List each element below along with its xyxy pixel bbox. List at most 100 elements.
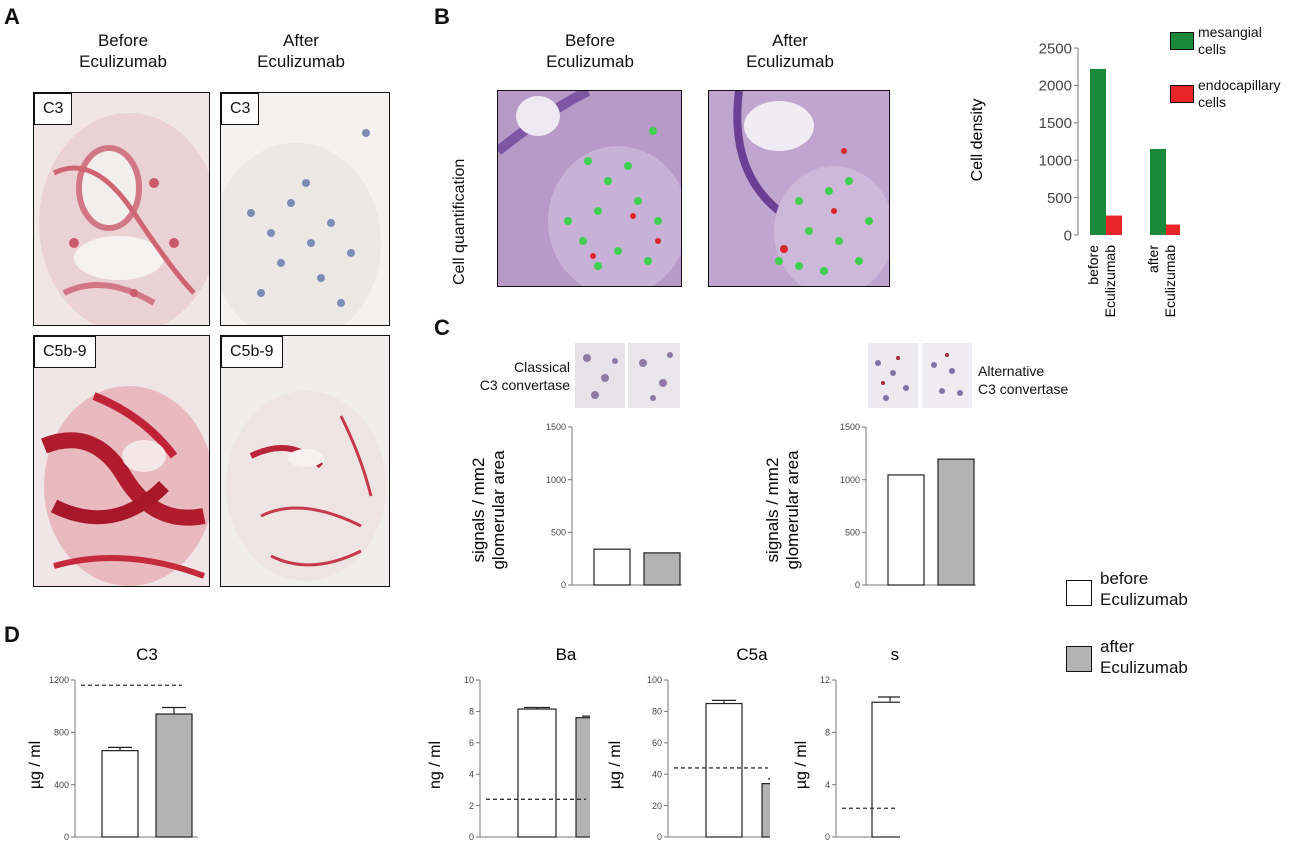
bar-before (887, 474, 925, 586)
chart-title: C3 (136, 645, 158, 664)
bar-mesangial (1090, 68, 1106, 235)
bar-after (937, 458, 975, 586)
bar-before (593, 548, 631, 586)
y-tick-label: 800 (54, 727, 69, 737)
y-tick-label: 80 (652, 707, 662, 717)
y-axis-label: ng / ml (427, 741, 444, 789)
classical-pla-before-image (575, 343, 625, 408)
pas-before-micrograph (497, 90, 682, 287)
y-axis-label-text: µg / ml (793, 741, 810, 789)
bar-before (705, 702, 743, 838)
bar-after (575, 717, 590, 838)
y-axis-label-text: ng / ml (427, 741, 444, 789)
pas-before-image (498, 91, 681, 286)
c3-before-micrograph: C3 (33, 92, 210, 326)
y-tick-label: 0 (561, 580, 566, 590)
chart-b-celldensity: 0 500 1000 1500 2000 2500 beforeEculizumab afte… (969, 40, 1180, 318)
bar-after (643, 552, 681, 586)
y-axis-label-text: signals / mm2glomerular area (469, 450, 508, 570)
y-axis-label: Cell density (969, 99, 986, 182)
classical-pla-after-image (628, 343, 680, 408)
y-tick-label: 40 (652, 769, 662, 779)
y-axis-label: µg / ml (27, 741, 44, 789)
y-axis-label-text: µg / ml (27, 741, 44, 789)
y-tick-label: 1000 (840, 475, 860, 485)
legend-endocapillary-swatch (1170, 85, 1194, 103)
y-tick-label: 0 (855, 580, 860, 590)
y-tick-label: 8 (469, 707, 474, 717)
y-axis-label-text: µg / ml (607, 741, 624, 789)
chart-title: C5a (736, 645, 768, 664)
panel-a-after-caption: After Eculizumab (257, 31, 345, 71)
x-tick-label-text: afterEculizumab (1145, 245, 1178, 318)
c5b9-before-micrograph: C5b-9 (33, 335, 210, 587)
y-tick-label: 1000 (546, 475, 566, 485)
chart-d-sc5b9: 0 4 8 12 sC5b-9 µg / ml (793, 645, 900, 842)
c3-before-tag: C3 (34, 93, 73, 125)
pas-after-image (709, 91, 889, 286)
y-axis-label: signals / mm2glomerular area (763, 450, 802, 570)
chart-d-c5a: 0 20 40 60 80 100 C5a µg / ml (607, 645, 770, 842)
panel-c-letter: C (434, 315, 450, 340)
y-tick-label: 100 (647, 675, 662, 685)
x-tick-label: afterEculizumab (1145, 245, 1178, 318)
chart-title: Ba (556, 645, 577, 664)
chart-c-classical: 0 500 1000 1500 signals / mm2glomerular area (469, 422, 682, 590)
y-axis-label: signals / mm2glomerular area (469, 450, 508, 570)
c3-after-image (221, 93, 389, 325)
alternative-convertase-label: Alternative C3 convertase (978, 363, 1069, 397)
chart-c-alternative: 0 500 1000 1500 signals / mm2glomerular area (763, 422, 976, 590)
y-tick-label: 0 (64, 832, 69, 842)
y-tick-label: 1500 (840, 422, 860, 432)
panel-b-before-caption: Before Eculizumab (546, 31, 634, 71)
y-tick-label: 10 (464, 675, 474, 685)
panel-b-after-caption: After Eculizumab (746, 31, 834, 71)
y-tick-label: 1200 (49, 675, 69, 685)
y-tick-label: 0 (657, 832, 662, 842)
bar-before (517, 708, 557, 838)
y-axis-label: µg / ml (607, 741, 624, 789)
cell-quantification-label: Cell quantification (451, 158, 468, 285)
chart-d-ba: 0 2 4 6 8 10 Ba ng / ml (427, 645, 590, 842)
y-tick-label: 0 (825, 832, 830, 842)
y-tick-label: 500 (551, 527, 566, 537)
y-tick-label: 500 (845, 527, 860, 537)
alternative-pla-after-image (922, 343, 972, 408)
x-tick-label: beforeEculizumab (1085, 245, 1118, 318)
legend-before-swatch (1066, 580, 1092, 606)
bar-before (101, 750, 139, 838)
bar-endocapillary (1106, 215, 1122, 235)
bar-endocapillary (1166, 224, 1180, 235)
y-tick-label: 1500 (1039, 115, 1072, 132)
legend-mesangial-swatch (1170, 32, 1194, 50)
c5b9-before-image (34, 336, 209, 586)
alternative-pla-before-image (868, 343, 918, 408)
y-tick-label: 0 (1064, 227, 1072, 244)
y-tick-label: 2 (469, 801, 474, 811)
y-tick-label: 12 (820, 675, 830, 685)
y-axis-label: µg / ml (793, 741, 810, 789)
chart-d-c3: 0 400 800 1200 C3 µg / ml (27, 645, 198, 842)
y-tick-label: 0 (469, 832, 474, 842)
y-tick-label: 2000 (1039, 78, 1072, 95)
classical-convertase-label: Classical C3 convertase (479, 359, 570, 393)
bar-after (761, 783, 770, 838)
y-tick-label: 4 (469, 769, 474, 779)
bar-before (871, 701, 900, 838)
y-tick-label: 500 (1047, 190, 1072, 207)
legend-endocapillary-label: endocapillary cells (1198, 77, 1281, 110)
c5b9-after-micrograph: C5b-9 (220, 335, 390, 587)
y-axis-label-text: signals / mm2glomerular area (763, 450, 802, 570)
y-tick-label: 1500 (546, 422, 566, 432)
y-tick-label: 8 (825, 727, 830, 737)
panel-d-letter: D (4, 622, 20, 647)
y-tick-label: 1000 (1039, 152, 1072, 169)
pas-after-micrograph (708, 90, 890, 287)
legend-before-label: before Eculizumab (1100, 569, 1188, 609)
c5b9-after-image (221, 336, 389, 586)
legend-after-swatch (1066, 646, 1092, 672)
c5b9-after-tag: C5b-9 (221, 336, 283, 368)
y-tick-label: 6 (469, 738, 474, 748)
panel-b-letter: B (434, 4, 450, 29)
y-tick-label: 60 (652, 738, 662, 748)
